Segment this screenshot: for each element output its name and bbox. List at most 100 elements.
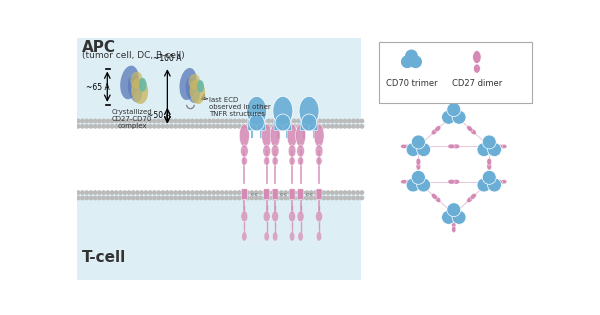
Ellipse shape [272,232,278,241]
Circle shape [267,196,271,200]
Circle shape [356,119,359,123]
Circle shape [77,196,80,200]
Circle shape [225,196,228,200]
FancyBboxPatch shape [283,116,292,131]
Ellipse shape [241,157,247,165]
Circle shape [271,125,275,128]
Circle shape [144,119,148,123]
Circle shape [305,196,308,200]
Circle shape [314,125,317,128]
Circle shape [267,119,271,123]
Circle shape [356,191,359,194]
Circle shape [140,196,143,200]
Circle shape [246,125,249,128]
Circle shape [360,191,364,194]
Circle shape [314,196,317,200]
Circle shape [482,170,496,184]
FancyBboxPatch shape [379,43,532,103]
Circle shape [178,191,182,194]
Circle shape [356,196,359,200]
Circle shape [131,119,135,123]
Circle shape [102,196,105,200]
Circle shape [148,191,152,194]
Circle shape [352,191,355,194]
Text: CD27 dimer: CD27 dimer [452,79,502,88]
Circle shape [335,119,338,123]
Circle shape [301,196,304,200]
Circle shape [229,191,232,194]
Circle shape [305,191,308,194]
Ellipse shape [131,78,148,104]
Circle shape [233,125,236,128]
Circle shape [174,191,177,194]
Circle shape [233,119,236,123]
Circle shape [339,125,343,128]
Circle shape [182,119,186,123]
Ellipse shape [263,145,271,157]
FancyBboxPatch shape [248,116,256,131]
Ellipse shape [470,129,476,135]
Ellipse shape [452,100,456,106]
Circle shape [212,125,215,128]
Text: c-c: c-c [280,192,287,197]
Circle shape [85,125,88,128]
Ellipse shape [190,79,205,104]
FancyBboxPatch shape [77,38,361,128]
Circle shape [170,196,173,200]
Text: c-c: c-c [306,192,314,197]
Circle shape [178,119,182,123]
Circle shape [297,119,300,123]
Circle shape [250,119,254,123]
Circle shape [199,196,203,200]
Circle shape [144,125,148,128]
Circle shape [161,119,164,123]
Circle shape [106,119,110,123]
Circle shape [238,119,241,123]
Ellipse shape [273,96,293,126]
Circle shape [343,119,347,123]
FancyBboxPatch shape [316,189,322,199]
Ellipse shape [275,114,290,131]
Ellipse shape [296,124,305,147]
Circle shape [199,119,203,123]
Circle shape [123,191,127,194]
Circle shape [166,125,169,128]
Circle shape [477,178,491,192]
Circle shape [195,125,199,128]
Circle shape [326,196,330,200]
Circle shape [94,119,97,123]
Circle shape [110,196,114,200]
Ellipse shape [487,158,491,165]
Circle shape [310,119,313,123]
Circle shape [89,125,92,128]
Ellipse shape [405,144,412,148]
Circle shape [352,125,355,128]
Ellipse shape [401,180,407,184]
Circle shape [447,203,461,217]
Circle shape [242,191,245,194]
Circle shape [153,196,156,200]
Ellipse shape [298,232,303,241]
Text: APC: APC [82,40,116,55]
Circle shape [182,191,186,194]
Circle shape [81,191,84,194]
Circle shape [208,119,211,123]
Circle shape [131,196,135,200]
Circle shape [318,191,321,194]
FancyBboxPatch shape [241,189,247,199]
Circle shape [212,191,215,194]
Ellipse shape [241,211,248,222]
Circle shape [203,191,207,194]
Ellipse shape [496,180,503,184]
Circle shape [212,196,215,200]
Ellipse shape [401,144,407,148]
Circle shape [220,119,224,123]
Circle shape [199,191,203,194]
Ellipse shape [467,126,473,132]
Circle shape [187,196,190,200]
Circle shape [98,196,101,200]
Circle shape [254,119,258,123]
Ellipse shape [405,180,412,184]
Circle shape [452,110,466,124]
Circle shape [271,196,275,200]
